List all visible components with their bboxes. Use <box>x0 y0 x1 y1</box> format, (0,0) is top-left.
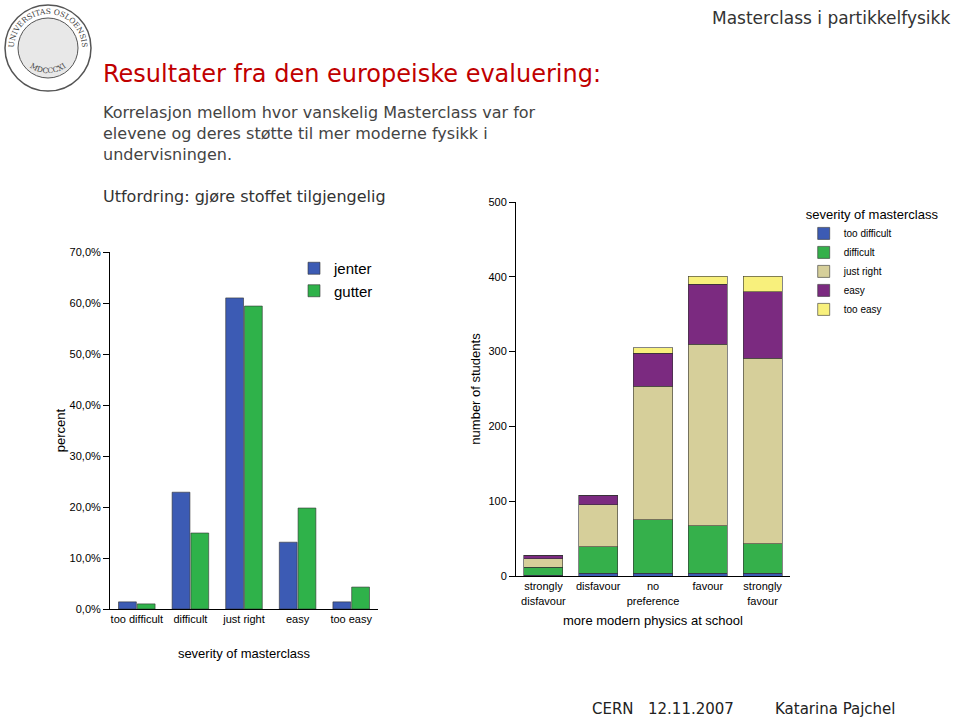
svg-text:nopreference: nopreference <box>627 580 680 606</box>
svg-text:40,0%: 40,0% <box>70 399 101 411</box>
svg-text:severity of masterclass: severity of masterclass <box>178 646 311 661</box>
svg-text:too difficult: too difficult <box>844 228 892 239</box>
html-text:Masterclass i partikkelfysikk: Masterclass i partikkelfysikk <box>712 8 951 28</box>
svg-text:stronglyfavour: stronglyfavour <box>743 580 782 606</box>
svg-text:too easy: too easy <box>844 304 882 315</box>
svg-text:0,0%: 0,0% <box>76 603 101 615</box>
svg-text:difficult: difficult <box>173 613 207 625</box>
html-text:CERN: CERN <box>592 700 634 718</box>
html-text:12.11.2007: 12.11.2007 <box>648 700 734 718</box>
svg-text:400: 400 <box>488 271 506 283</box>
svg-text:jenter: jenter <box>333 260 372 277</box>
svg-text:0: 0 <box>501 570 507 582</box>
svg-text:100: 100 <box>488 495 506 507</box>
svg-text:300: 300 <box>488 345 506 357</box>
svg-text:easy: easy <box>844 285 865 296</box>
svg-text:percent: percent <box>53 408 68 452</box>
svg-text:gutter: gutter <box>334 283 372 300</box>
svg-text:30,0%: 30,0% <box>70 450 101 462</box>
svg-text:50,0%: 50,0% <box>70 348 101 360</box>
html-text:Katarina Pajchel: Katarina Pajchel <box>775 700 896 718</box>
svg-text:MDCCCXI: MDCCCXI <box>29 61 68 75</box>
svg-text:60,0%: 60,0% <box>70 297 101 309</box>
svg-text:more modern physics at school: more modern physics at school <box>563 613 743 628</box>
svg-text:too easy: too easy <box>330 613 372 625</box>
svg-text:just right: just right <box>843 266 882 277</box>
svg-text:stronglydisfavour: stronglydisfavour <box>521 580 566 606</box>
svg-text:favour: favour <box>693 580 724 592</box>
svg-text:difficult: difficult <box>844 247 875 258</box>
svg-text:20,0%: 20,0% <box>70 501 101 513</box>
svg-text:70,0%: 70,0% <box>70 246 101 258</box>
svg-text:UNIVERSITAS OSLOENSIS: UNIVERSITAS OSLOENSIS <box>7 7 89 48</box>
svg-text:easy: easy <box>286 613 310 625</box>
svg-text:500: 500 <box>488 196 506 208</box>
svg-text:10,0%: 10,0% <box>70 552 101 564</box>
svg-text:severity of masterclass: severity of masterclass <box>806 207 939 222</box>
svg-text:200: 200 <box>488 420 506 432</box>
svg-text:just right: just right <box>222 613 265 625</box>
html-text:Utfordring: gjøre stoffet tilg: Utfordring: gjøre stoffet tilgjengelig <box>103 187 386 206</box>
html-text:Resultater fra den europeiske: Resultater fra den europeiske evaluering… <box>103 60 601 88</box>
svg-text:disfavour: disfavour <box>576 580 621 592</box>
html-text:Korrelasjon mellom hvor vanske: Korrelasjon mellom hvor vanskelig Master… <box>103 103 536 164</box>
svg-text:too difficult: too difficult <box>111 613 163 625</box>
svg-text:number of students: number of students <box>468 333 483 445</box>
